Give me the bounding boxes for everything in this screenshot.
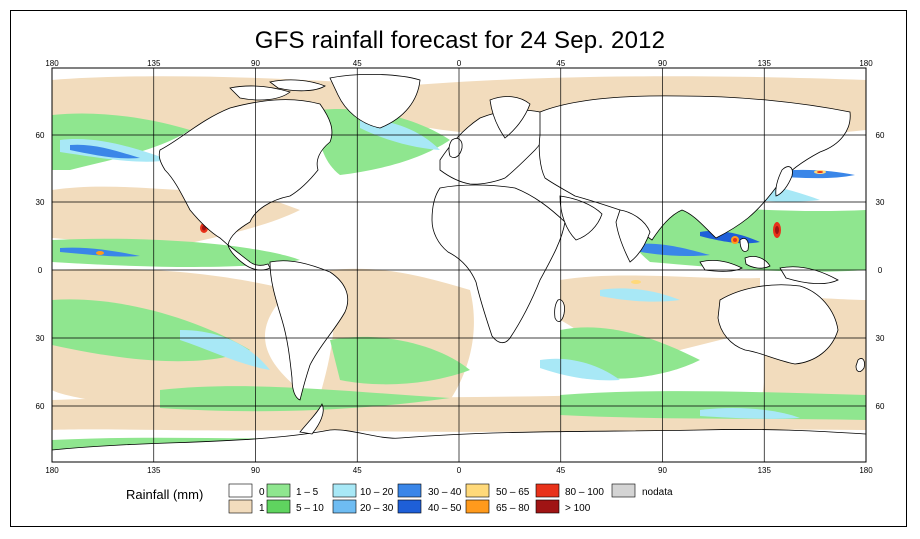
graticule bbox=[52, 68, 866, 462]
lat-tick-right-4: 60 bbox=[876, 402, 885, 411]
lon-tick-top-1: 135 bbox=[147, 59, 161, 68]
lon-tick-bottom-7: 135 bbox=[758, 466, 772, 475]
lat-tick-left-1: 30 bbox=[36, 198, 45, 207]
legend-label-10: 80 – 100 bbox=[565, 487, 604, 498]
lon-tick-bottom-0: 180 bbox=[45, 466, 59, 475]
lon-tick-top-8: 180 bbox=[859, 59, 873, 68]
legend-title: Rainfall (mm) bbox=[126, 487, 203, 502]
legend-swatch-7 bbox=[397, 499, 422, 514]
map-title: GFS rainfall forecast for 24 Sep. 2012 bbox=[254, 27, 666, 54]
lon-tick-top-4: 0 bbox=[457, 59, 462, 68]
lat-tick-right-1: 30 bbox=[876, 198, 885, 207]
legend-label-12: nodata bbox=[642, 487, 673, 498]
legend-label-8: 50 – 65 bbox=[496, 487, 530, 498]
lon-tick-top-6: 90 bbox=[658, 59, 667, 68]
legend-label-0: 0 bbox=[259, 487, 265, 498]
legend-swatch-2 bbox=[266, 483, 291, 498]
legend: Rainfall (mm) 0 1 1 – 5 5 – 10 10 – 20 2… bbox=[126, 483, 673, 514]
legend-swatch-10 bbox=[535, 483, 560, 498]
lon-tick-bottom-2: 90 bbox=[251, 466, 260, 475]
legend-swatch-9 bbox=[465, 499, 490, 514]
lon-tick-bottom-6: 90 bbox=[658, 466, 667, 475]
legend-label-4: 10 – 20 bbox=[360, 487, 394, 498]
lat-tick-left-4: 60 bbox=[36, 402, 45, 411]
lat-tick-right-2: 0 bbox=[878, 266, 883, 275]
legend-swatch-3 bbox=[266, 499, 291, 514]
top-longitude-ticks: 180 135 90 45 0 45 90 135 180 bbox=[45, 59, 873, 68]
lon-tick-top-3: 45 bbox=[353, 59, 362, 68]
legend-swatch-4 bbox=[332, 483, 357, 498]
lat-tick-right-0: 60 bbox=[876, 131, 885, 140]
legend-label-6: 30 – 40 bbox=[428, 487, 462, 498]
lon-tick-bottom-5: 45 bbox=[556, 466, 565, 475]
legend-label-3: 5 – 10 bbox=[296, 503, 324, 514]
lon-tick-top-2: 90 bbox=[251, 59, 260, 68]
bottom-longitude-ticks: 180 135 90 45 0 45 90 135 180 bbox=[45, 466, 873, 475]
legend-swatch-11 bbox=[535, 499, 560, 514]
legend-label-9: 65 – 80 bbox=[496, 503, 530, 514]
legend-label-11: > 100 bbox=[565, 503, 591, 514]
map-border bbox=[51, 67, 867, 463]
legend-swatch-12 bbox=[611, 483, 636, 498]
lat-tick-right-3: 30 bbox=[876, 334, 885, 343]
legend-swatch-5 bbox=[332, 499, 357, 514]
lon-tick-top-0: 180 bbox=[45, 59, 59, 68]
legend-swatch-6 bbox=[397, 483, 422, 498]
legend-swatch-8 bbox=[465, 483, 490, 498]
lon-tick-bottom-1: 135 bbox=[147, 466, 161, 475]
lon-tick-bottom-4: 0 bbox=[457, 466, 462, 475]
lon-tick-top-7: 135 bbox=[758, 59, 772, 68]
legend-label-1: 1 bbox=[259, 503, 265, 514]
left-latitude-ticks: 60 30 0 30 60 bbox=[36, 131, 45, 411]
lon-tick-top-5: 45 bbox=[556, 59, 565, 68]
legend-label-5: 20 – 30 bbox=[360, 503, 394, 514]
lat-tick-left-3: 30 bbox=[36, 334, 45, 343]
legend-label-7: 40 – 50 bbox=[428, 503, 462, 514]
legend-label-2: 1 – 5 bbox=[296, 487, 319, 498]
lat-tick-left-0: 60 bbox=[36, 131, 45, 140]
lon-tick-bottom-3: 45 bbox=[353, 466, 362, 475]
lat-tick-left-2: 0 bbox=[38, 266, 43, 275]
right-latitude-ticks: 60 30 0 30 60 bbox=[876, 131, 885, 411]
legend-swatch-1 bbox=[228, 499, 253, 514]
lon-tick-bottom-8: 180 bbox=[859, 466, 873, 475]
legend-swatch-0 bbox=[228, 483, 253, 498]
figure-frame bbox=[10, 10, 907, 527]
